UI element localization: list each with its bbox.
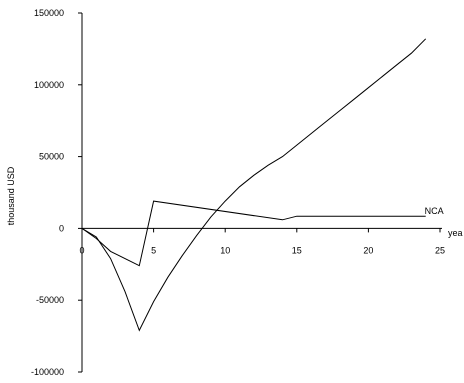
y-tick-label: 0 bbox=[59, 223, 64, 233]
series-label-nca: NCA bbox=[425, 206, 444, 216]
y-tick-label: -100000 bbox=[31, 367, 64, 377]
series-line-nca bbox=[81, 200, 426, 267]
y-axis: -100000 -50000 0 50000 100000 150000 bbox=[31, 8, 83, 377]
y-tick-label: 50000 bbox=[39, 152, 64, 162]
y-tick-label: 150000 bbox=[34, 8, 64, 18]
y-tick-label: -50000 bbox=[36, 295, 64, 305]
x-tick-label: 0 bbox=[79, 245, 84, 255]
x-tick-label: 20 bbox=[363, 245, 373, 255]
y-axis-title: thousand USD bbox=[6, 166, 16, 225]
x-axis-title: yea bbox=[448, 228, 463, 238]
x-tick-label: 10 bbox=[220, 245, 230, 255]
x-tick-label: 25 bbox=[435, 245, 445, 255]
x-axis: 0 5 10 15 20 25 bbox=[79, 227, 445, 255]
x-tick-label: 5 bbox=[151, 245, 156, 255]
x-tick-label: 15 bbox=[292, 245, 302, 255]
series-line-accumulated-nca bbox=[81, 38, 427, 332]
series-layer: NCAAccumulated NCA bbox=[81, 38, 444, 332]
y-tick-label: 100000 bbox=[34, 80, 64, 90]
